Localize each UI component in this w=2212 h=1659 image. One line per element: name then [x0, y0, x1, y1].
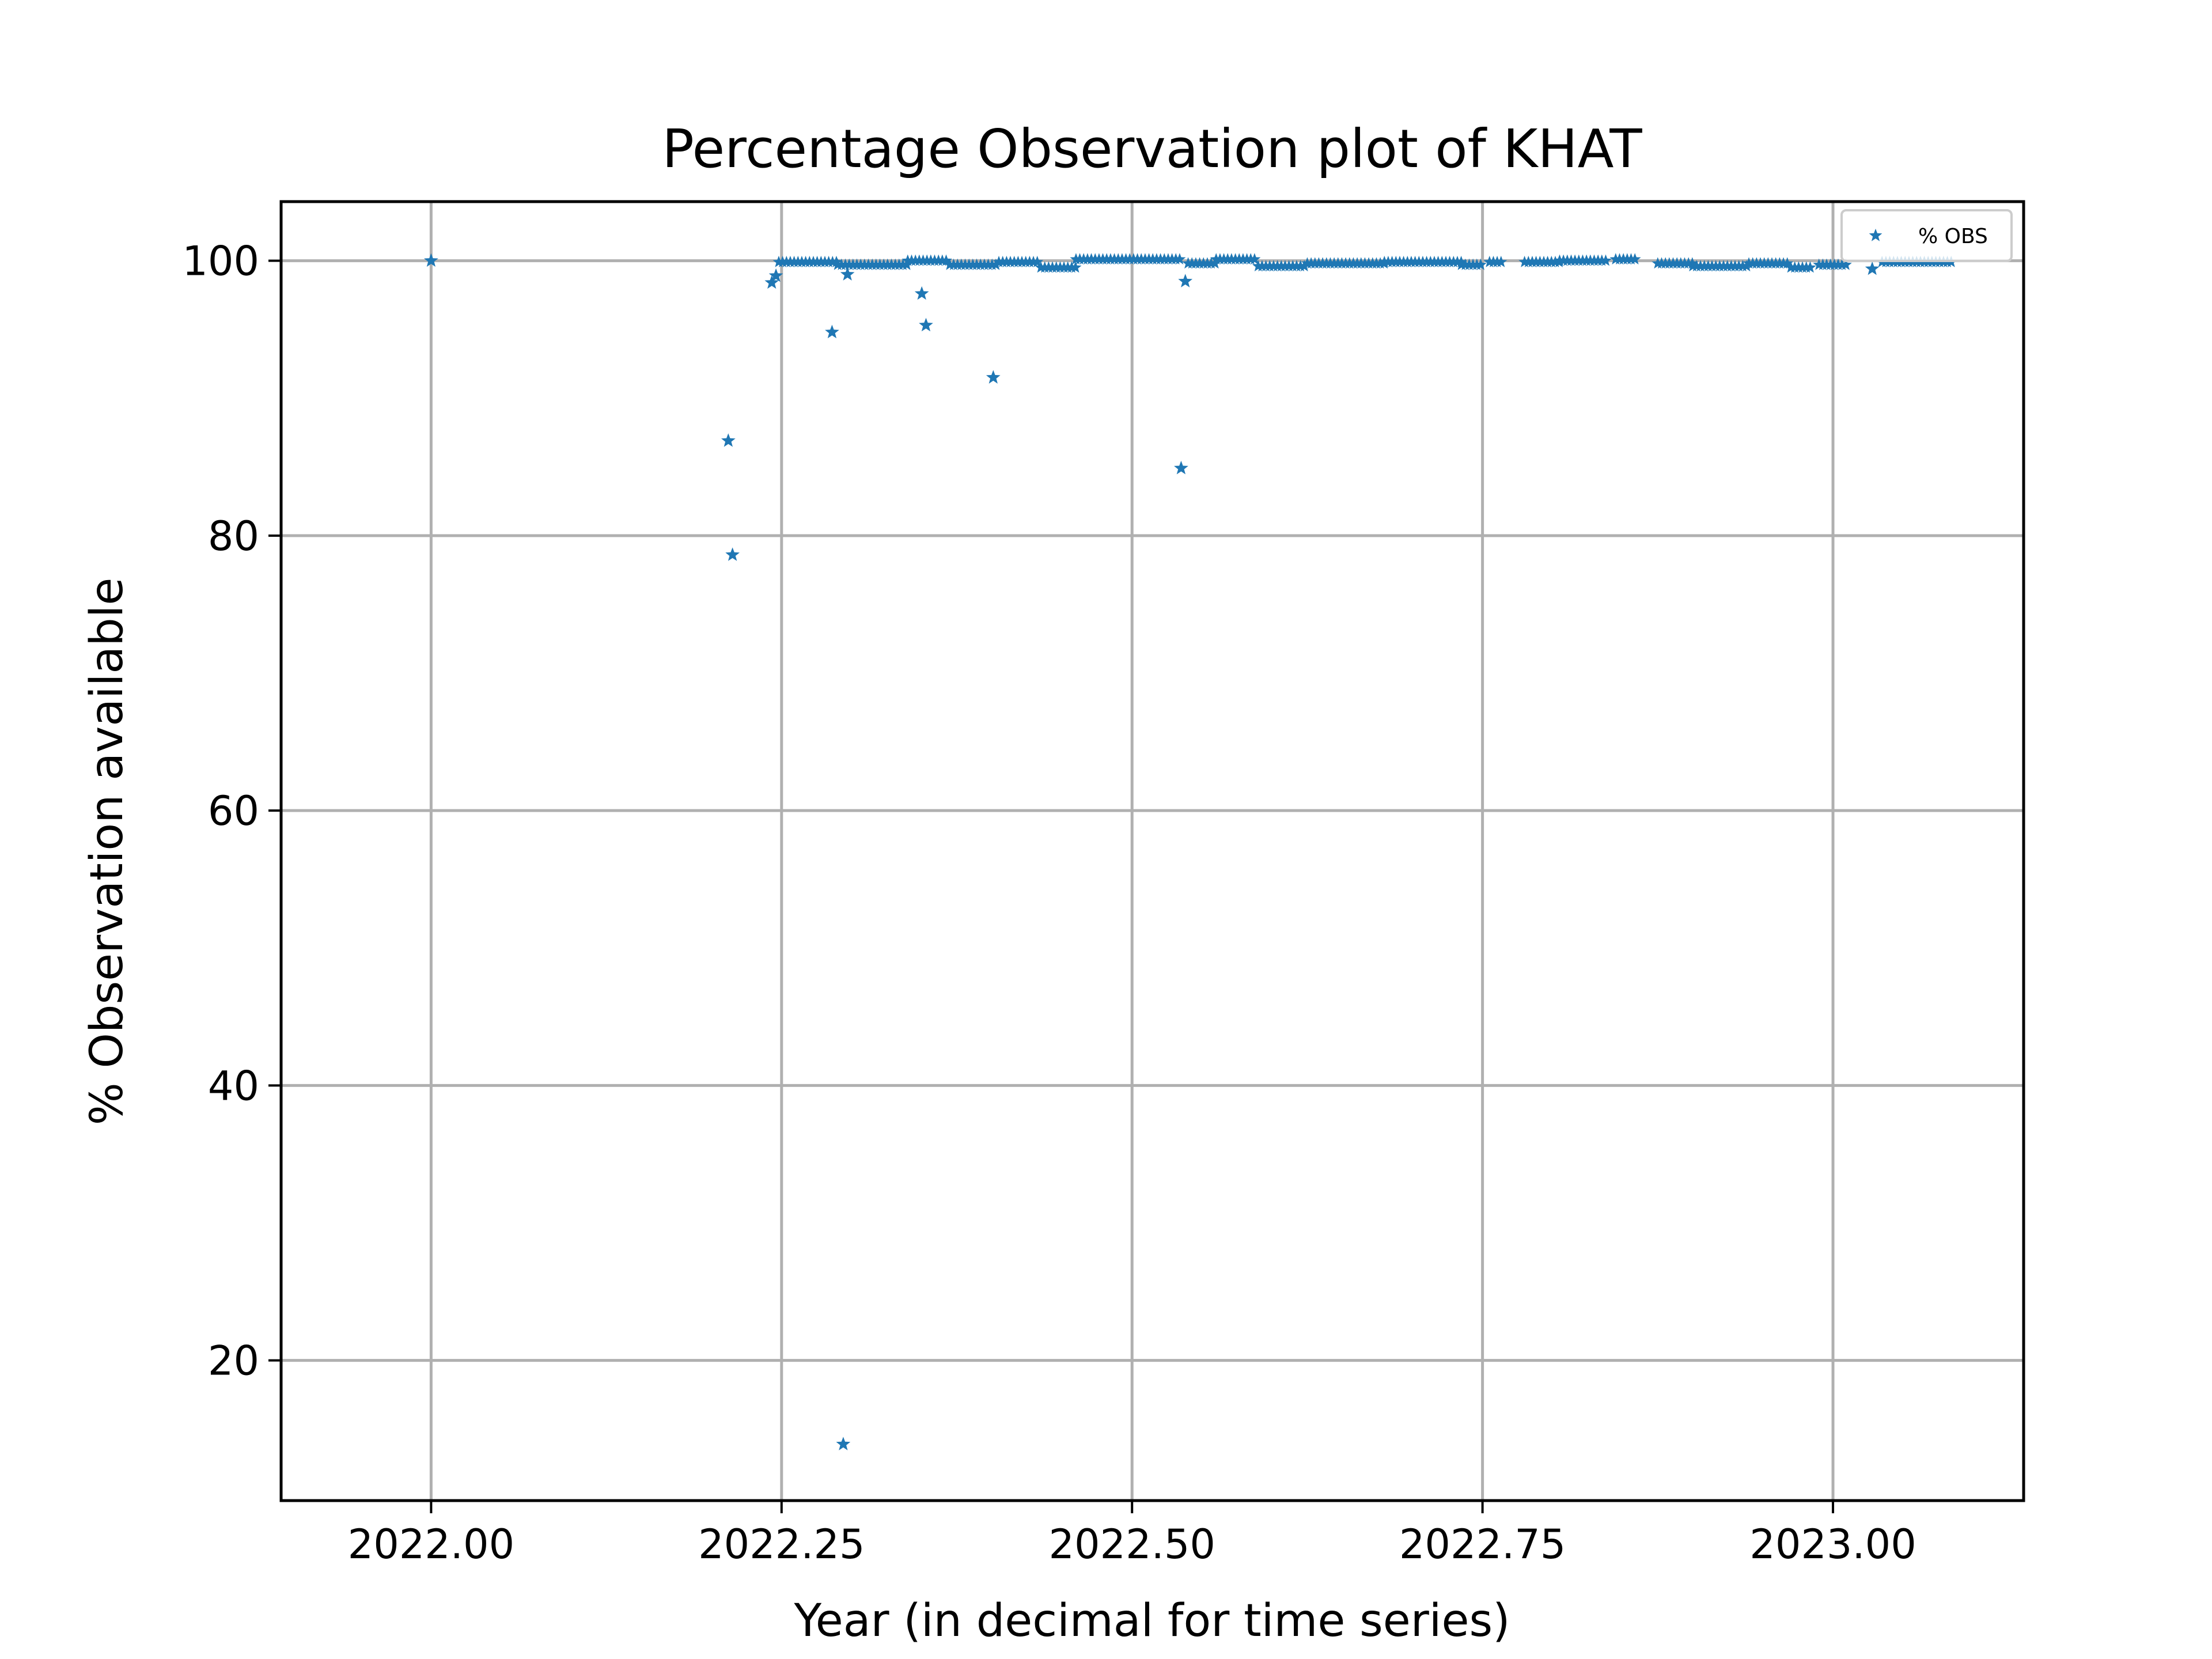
data-point — [1178, 274, 1193, 287]
x-tick-label: 2022.50 — [1048, 1521, 1215, 1568]
legend: % OBS — [1840, 209, 2013, 262]
data-point — [1628, 253, 1641, 265]
data-point — [840, 267, 855, 281]
y-tick-label: 20 — [208, 1338, 259, 1385]
y-tick-label: 80 — [208, 513, 259, 560]
x-tick-label: 2022.25 — [698, 1521, 865, 1568]
data-point — [1839, 258, 1852, 270]
data-point — [1248, 253, 1261, 265]
data-point — [768, 268, 783, 282]
y-tick-label: 100 — [182, 238, 259, 285]
data-point — [725, 547, 740, 561]
data-point — [1781, 257, 1794, 269]
plot-frame — [279, 200, 2025, 1502]
data-point — [1209, 257, 1221, 269]
x-axis-label: Year (in decimal for time series) — [793, 1595, 1510, 1647]
data-point — [1475, 258, 1487, 270]
data-point — [1600, 254, 1612, 266]
data-point — [919, 317, 933, 332]
y-axis-label: % Observation available — [81, 578, 133, 1126]
legend-box — [1840, 209, 2013, 262]
data-point — [1173, 253, 1186, 265]
data-point — [825, 324, 839, 339]
data-point — [940, 254, 952, 266]
data-point — [914, 286, 929, 300]
data-point — [830, 256, 843, 267]
x-tick-label: 2023.00 — [1749, 1521, 1916, 1568]
data-point — [764, 275, 779, 289]
data-point — [900, 258, 913, 270]
data-point — [424, 253, 438, 267]
legend-star-icon — [1869, 229, 1883, 241]
data-point — [721, 433, 736, 447]
x-tick-label: 2022.00 — [348, 1521, 514, 1568]
legend-marker — [1869, 229, 1883, 241]
x-tick-label: 2022.75 — [1399, 1521, 1566, 1568]
data-point — [1865, 261, 1880, 275]
data-point — [1804, 261, 1816, 273]
data-point — [986, 370, 1001, 384]
data-point — [1069, 261, 1082, 273]
data-point — [990, 258, 1002, 270]
data-point — [836, 1437, 851, 1450]
data-point — [1174, 460, 1188, 475]
chart-title: Percentage Observation plot of KHAT — [662, 118, 1642, 180]
tick-layer: 2022.00 2022.25 2022.50 2022.75 2023.00 20 40 6… — [182, 238, 1916, 1568]
data-point — [1298, 260, 1310, 272]
data-point — [1031, 256, 1044, 267]
y-tick-label: 40 — [208, 1062, 259, 1109]
legend-label: % OBS — [1918, 225, 1988, 248]
y-tick-label: 60 — [208, 787, 259, 835]
data-point — [1495, 256, 1508, 267]
